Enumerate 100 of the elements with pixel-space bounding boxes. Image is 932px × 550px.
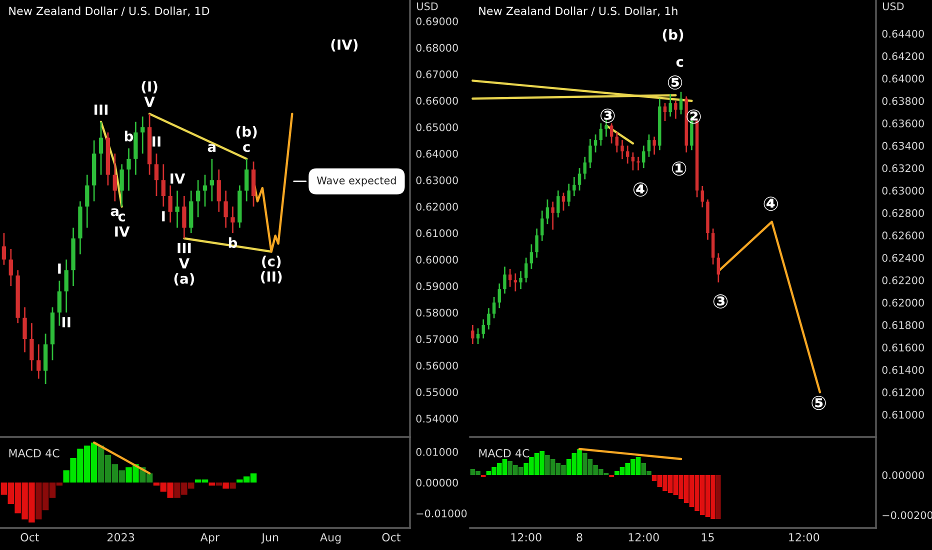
annotation: MACD 4C — [479, 448, 530, 458]
candlestick — [599, 122, 602, 146]
candlestick — [161, 164, 166, 208]
x-tick-label: Apr — [200, 533, 220, 544]
x-tick-label: 15 — [702, 533, 714, 542]
x-tick-label: 12:00 — [511, 533, 542, 542]
annotation: MACD 4C — [9, 448, 60, 458]
candlestick — [572, 176, 576, 197]
candlestick — [626, 144, 630, 164]
candlestick — [530, 244, 534, 270]
annotation: II — [62, 317, 70, 328]
candlestick — [210, 158, 214, 202]
y-tick-label: 0.65000 — [416, 123, 458, 132]
candlestick — [487, 307, 490, 330]
candlestick — [64, 258, 68, 314]
y-tick-label: −0.01000 — [416, 509, 467, 518]
annotation: IV — [115, 226, 130, 237]
annotation: a — [110, 208, 118, 216]
text: New Zealand Dollar / U.S. Dollar, 1D — [9, 6, 210, 16]
candlestick — [583, 156, 586, 180]
annotation: ④ — [764, 196, 778, 211]
candlestick — [668, 93, 672, 118]
y-tick-label: 0.69000 — [416, 17, 458, 26]
annotation: I — [58, 264, 61, 274]
candlestick — [647, 134, 651, 158]
bar — [230, 482, 236, 489]
candlestick — [588, 138, 592, 169]
y-tick-label: 0.60000 — [416, 256, 458, 264]
candlestick — [230, 206, 235, 234]
annotation: (IV) — [331, 39, 358, 52]
x-tick-label: 2023 — [107, 533, 134, 542]
annotation: III — [178, 242, 191, 254]
y-axis-title: USD — [882, 2, 904, 10]
candlestick — [182, 195, 186, 240]
y-tick-label: 0.64400 — [882, 30, 924, 38]
y-tick-label: 0.63200 — [882, 164, 924, 172]
candlestick — [610, 122, 614, 144]
candlestick — [620, 139, 624, 160]
y-tick-label: 0.62800 — [882, 209, 924, 218]
x-tick-label: 12:00 — [789, 533, 820, 542]
candlestick — [112, 152, 117, 202]
candlestick — [567, 183, 570, 207]
bar — [222, 482, 229, 489]
text: New Zealand Dollar / U.S. Dollar, 1h — [479, 6, 678, 16]
bar — [716, 475, 721, 519]
y-tick-label: 0.64000 — [882, 74, 924, 83]
candlestick — [154, 152, 159, 197]
candlestick — [30, 322, 34, 372]
annotation: (c) — [262, 256, 281, 268]
y-tick-label: 0.62000 — [882, 298, 924, 307]
candlestick — [652, 136, 656, 156]
y-tick-label: 0.63000 — [882, 186, 924, 195]
y-tick-label: 0.62600 — [882, 232, 924, 240]
annotation: (b) — [662, 29, 684, 42]
candlestick — [126, 148, 131, 192]
x-tick-label: Oct — [20, 533, 40, 542]
candlestick — [22, 306, 27, 353]
annotation: ⑤ — [812, 396, 826, 410]
candlestick — [631, 152, 635, 172]
annotation: c — [676, 58, 684, 67]
candlestick — [562, 192, 566, 212]
candlestick — [556, 190, 560, 218]
candlestick — [578, 167, 582, 192]
annotation: b — [124, 130, 134, 142]
candlestick — [594, 134, 598, 154]
annotation: (a) — [174, 273, 194, 286]
candlestick — [546, 198, 550, 225]
candlestick — [196, 179, 200, 218]
y-tick-label: 0.62000 — [416, 202, 458, 211]
y-tick-label: 0.61200 — [882, 388, 924, 396]
candlestick — [216, 168, 221, 213]
annotation: ③ — [600, 108, 615, 123]
annotation: ③ — [713, 294, 728, 308]
annotation: (II) — [261, 271, 282, 284]
y-tick-label: 0.61600 — [882, 344, 924, 352]
y-tick-label: 0.56000 — [416, 362, 458, 370]
y-tick-label: 0.63800 — [882, 97, 924, 105]
candlestick — [57, 280, 62, 326]
bar — [208, 482, 216, 486]
candlestick — [476, 328, 480, 345]
y-tick-label: 0.54000 — [416, 414, 458, 423]
annotation: Wave expected — [316, 176, 396, 186]
candlestick — [674, 100, 678, 120]
candlestick — [514, 272, 518, 292]
candlestick — [642, 144, 646, 169]
y-tick-label: 0.61000 — [416, 229, 458, 238]
candlestick — [615, 132, 619, 154]
candlestick — [535, 228, 538, 258]
y-tick-label: 0.68000 — [416, 44, 458, 52]
y-tick-label: 0.67000 — [416, 70, 458, 78]
y-tick-label: 0.64200 — [882, 52, 924, 60]
y-tick-label: 0.00000 — [882, 471, 924, 480]
annotation: c — [243, 144, 250, 152]
candlestick — [700, 185, 704, 208]
candlestick — [224, 190, 228, 228]
candlestick — [503, 266, 506, 294]
y-tick-label: 0.63400 — [882, 142, 924, 150]
candlestick — [36, 344, 41, 380]
x-tick-label: Jun — [261, 533, 278, 544]
candlestick — [244, 158, 249, 202]
